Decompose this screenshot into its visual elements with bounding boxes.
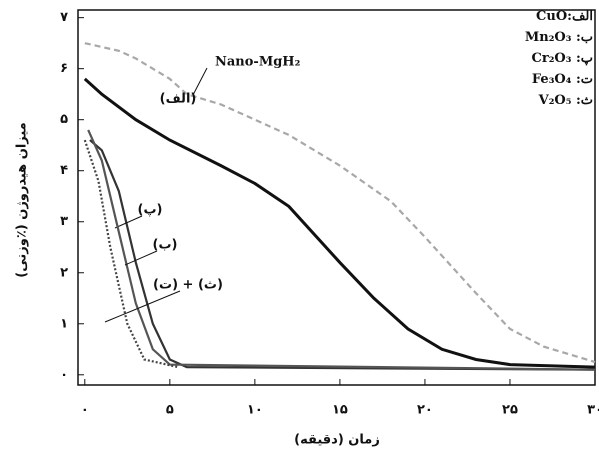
x-tick-label: ۱۰ bbox=[247, 403, 263, 418]
key-entry: الف:CuO bbox=[536, 9, 593, 24]
leader-line bbox=[124, 250, 158, 266]
key-entry: ب: Mn₂O₃ bbox=[524, 30, 593, 45]
series-line bbox=[84, 42, 596, 364]
key-entry: پ: Cr₂O₃ bbox=[531, 51, 594, 66]
key: الف:CuO ب: Mn₂O₃ پ: Cr₂O₃ ت: Fe₃O₄ ث: V₂O₅ bbox=[525, 6, 593, 111]
series-line bbox=[87, 129, 596, 371]
x-tick-label: ۲۵ bbox=[502, 403, 518, 418]
x-tick-label: ۲۰ bbox=[417, 403, 433, 418]
y-tick-label: ۵ bbox=[60, 112, 68, 127]
series-label: (الف) bbox=[160, 92, 197, 107]
x-tick-label: ۰ bbox=[81, 403, 89, 418]
y-tick-label: ۷ bbox=[60, 10, 68, 25]
x-tick-label: ۱۵ bbox=[332, 403, 348, 418]
series-label: (ت) + (ث) bbox=[153, 278, 223, 293]
leader-line bbox=[114, 215, 143, 229]
series-line bbox=[83, 77, 596, 369]
series-line bbox=[83, 139, 179, 369]
y-tick-label: ۳ bbox=[60, 214, 68, 229]
y-tick-label: ۰ bbox=[60, 367, 68, 382]
leader-line bbox=[192, 67, 208, 96]
y-tick-label: ۱ bbox=[60, 316, 68, 331]
plot-frame bbox=[77, 9, 596, 386]
y-axis-title: میزان هیدروژن (٪وزنی) bbox=[15, 122, 30, 277]
x-tick-label: ۵ bbox=[166, 403, 174, 418]
x-axis-title: زمان (دقیقه) bbox=[294, 433, 380, 448]
key-entry: ث: V₂O₅ bbox=[538, 93, 593, 108]
x-tick-label: ۳۰ bbox=[587, 403, 599, 418]
series-label: Nano-MgH₂ bbox=[215, 55, 300, 70]
y-tick-label: ۶ bbox=[60, 61, 68, 76]
series-label: (ب) bbox=[153, 238, 178, 253]
leader-line bbox=[104, 290, 181, 323]
y-tick-label: ۲ bbox=[60, 265, 68, 280]
y-tick-label: ۴ bbox=[60, 163, 68, 178]
series-line bbox=[89, 139, 596, 371]
series-label: (پ) bbox=[138, 203, 163, 218]
key-entry: ت: Fe₃O₄ bbox=[531, 72, 593, 87]
